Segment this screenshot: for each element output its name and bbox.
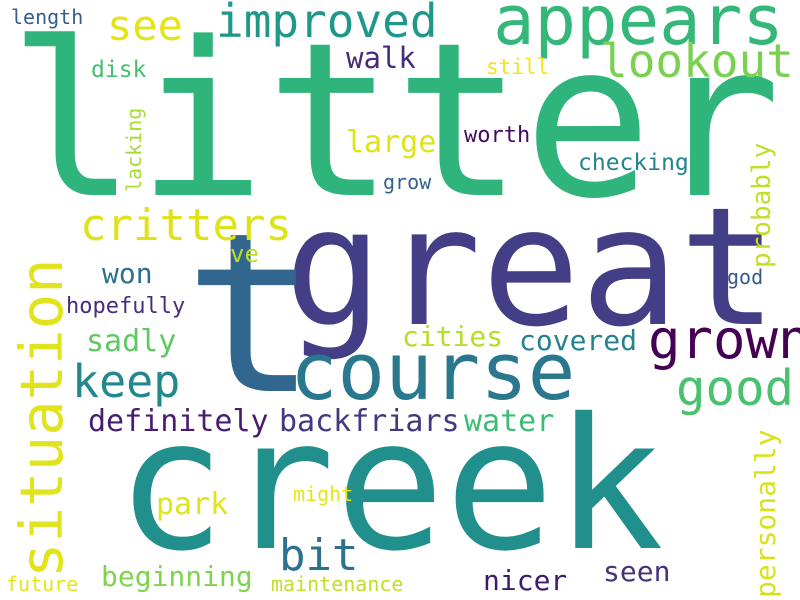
word-critters: critters	[80, 200, 292, 251]
word-grown: grown	[648, 308, 800, 371]
word-might: might	[293, 482, 354, 506]
word-seen: seen	[603, 555, 671, 588]
word-personally: personally	[749, 429, 782, 598]
word-bit: bit	[279, 530, 359, 581]
word-keep: keep	[72, 355, 181, 408]
word-water: water	[464, 404, 555, 439]
word-length: length	[11, 5, 84, 29]
word-probably: probably	[747, 142, 777, 268]
word-good: good	[676, 360, 795, 417]
word-god: god	[727, 265, 764, 289]
word-walk: walk	[346, 41, 416, 75]
word-hopefully: hopefully	[66, 294, 186, 319]
word-checking: checking	[578, 150, 689, 176]
word-lacking: lacking	[122, 107, 146, 192]
word-lookout: lookout	[600, 34, 794, 88]
word-covered: covered	[519, 324, 638, 357]
word-ve: ve	[230, 240, 259, 268]
word-future: future	[6, 572, 79, 596]
word-definitely: definitely	[88, 404, 269, 439]
word-sadly: sadly	[86, 324, 177, 359]
word-grow: grow	[383, 170, 432, 194]
word-t: t	[184, 186, 318, 444]
word-park: park	[156, 487, 229, 522]
word-maintenance: maintenance	[271, 572, 404, 596]
word-see: see	[107, 1, 183, 50]
word-creek: creek	[116, 379, 664, 591]
word-backfriars: backfriars	[279, 404, 460, 439]
word-situation: situation	[7, 258, 76, 578]
word-litter: litter	[8, 0, 782, 246]
word-still: still	[486, 55, 550, 79]
word-nicer: nicer	[483, 564, 568, 597]
word-cities: cities	[402, 320, 504, 353]
word-improved: improved	[216, 0, 438, 48]
word-large: large	[346, 125, 437, 160]
word-appears: appears	[493, 0, 784, 61]
word-beginning: beginning	[101, 560, 253, 593]
word-worth: worth	[464, 123, 531, 148]
word-great: great	[284, 172, 778, 363]
word-won: won	[102, 257, 153, 290]
word-course: course	[290, 326, 576, 418]
word-disk: disk	[91, 57, 147, 83]
